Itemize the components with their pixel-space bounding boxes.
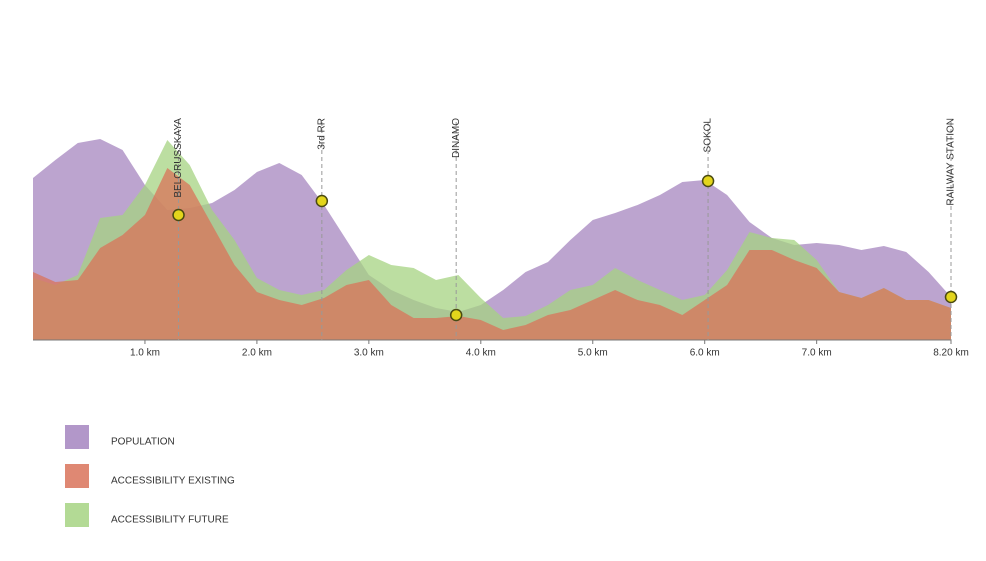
station-marker [449, 308, 463, 322]
station-marker [701, 174, 715, 188]
station-label: RAILWAY STATION [946, 118, 957, 206]
x-tick-label: 5.0 km [578, 348, 608, 359]
x-tick-label: 4.0 km [466, 348, 496, 359]
x-tick-label: 1.0 km [130, 348, 160, 359]
legend-label: ACCESSIBILITY EXISTING [111, 476, 235, 487]
x-tick-label: 7.0 km [802, 348, 832, 359]
legend-swatch [65, 464, 89, 488]
x-tick-label: 8.20 km [933, 348, 969, 359]
station-marker [315, 194, 329, 208]
x-tick-label: 3.0 km [354, 348, 384, 359]
station-label: SOKOL [703, 118, 714, 153]
area [33, 168, 951, 340]
station-label: BELORUSSKAYA [173, 118, 184, 198]
x-tick-label: 2.0 km [242, 348, 272, 359]
legend: POPULATION ACCESSIBILITY EXISTING ACCESSIB… [65, 425, 235, 527]
legend-swatch [65, 425, 89, 449]
station-marker [172, 208, 185, 222]
legend-label: POPULATION [111, 437, 175, 448]
station-label: DINAMO [451, 118, 462, 158]
legend-swatch [65, 503, 89, 527]
station-label: 3rd RR [316, 118, 327, 150]
x-tick-label: 6.0 km [690, 348, 720, 359]
station-marker [944, 290, 958, 304]
plot-area: 1.0 km 2.0 km 3.0 km 4.0 km 5.0 km 6.0 km 7.0 … [33, 118, 969, 359]
legend-label: ACCESSIBILITY FUTURE [111, 515, 229, 526]
